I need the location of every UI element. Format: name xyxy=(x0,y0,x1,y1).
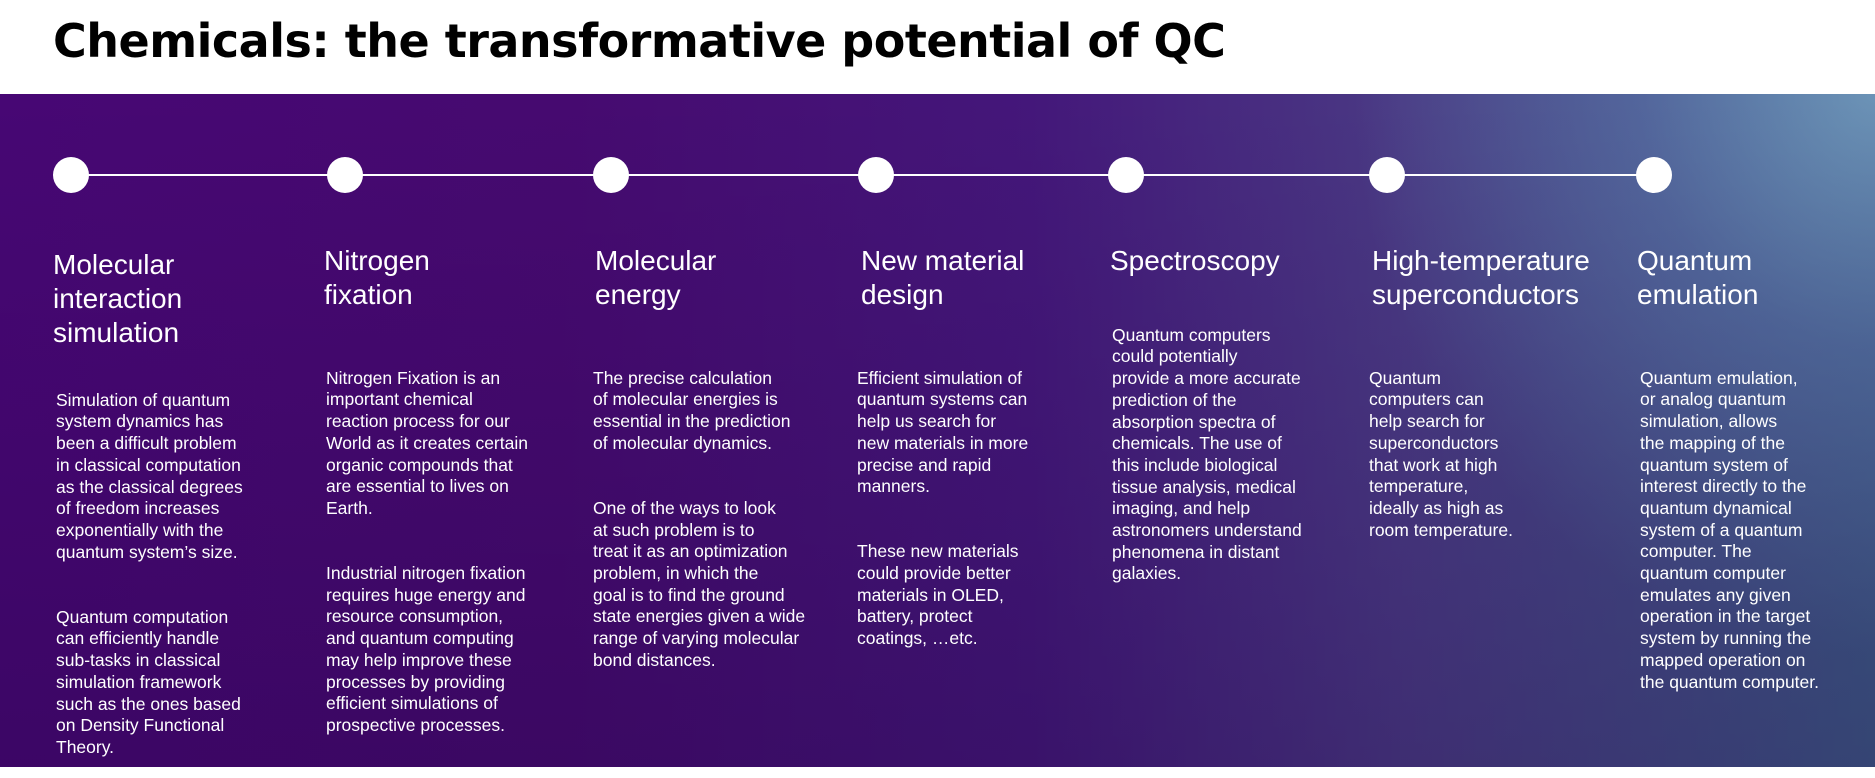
column-description-new-material-design: Efficient simulation of quantum systems … xyxy=(857,346,1028,672)
timeline-dot xyxy=(1636,157,1672,193)
timeline-dot xyxy=(858,157,894,193)
description-paragraph: Quantum emulation, or analog quantum sim… xyxy=(1640,367,1819,692)
description-paragraph: Industrial nitrogen fixation requires hu… xyxy=(326,563,526,735)
timeline-banner: Molecular interaction simulation Simulat… xyxy=(0,94,1875,767)
column-heading-molecular-energy: Molecular energy xyxy=(595,245,717,310)
timeline-dot xyxy=(593,157,629,193)
description-paragraph: Nitrogen Fixation is an important chemic… xyxy=(326,367,528,518)
description-paragraph: The precise calculation of molecular ene… xyxy=(593,367,791,453)
column-heading-nitrogen-fixation: Nitrogen fixation xyxy=(324,245,430,310)
description-paragraph: These new materials could provide better… xyxy=(857,541,1019,649)
page-title: Chemicals: the transformative potential … xyxy=(53,14,1226,68)
timeline-dot xyxy=(327,157,363,193)
timeline-dot xyxy=(53,157,89,193)
column-description-molecular-interaction-simulation: Simulation of quantum system dynamics ha… xyxy=(56,368,243,778)
column-description-nitrogen-fixation: Nitrogen Fixation is an important chemic… xyxy=(326,346,528,758)
column-description-spectroscopy: Quantum computers could potentially prov… xyxy=(1112,303,1302,607)
description-paragraph: Efficient simulation of quantum systems … xyxy=(857,367,1029,497)
timeline-dot xyxy=(1369,157,1405,193)
description-paragraph: Quantum computers could potentially prov… xyxy=(1112,324,1302,584)
column-description-quantum-emulation: Quantum emulation, or analog quantum sim… xyxy=(1640,346,1819,715)
timeline-dot xyxy=(1108,157,1144,193)
description-paragraph: Quantum computation can efficiently hand… xyxy=(56,606,241,757)
column-heading-high-temperature-superconductors: High-temperature superconductors xyxy=(1372,245,1590,310)
column-heading-new-material-design: New material design xyxy=(861,245,1025,310)
description-paragraph: One of the ways to look at such problem … xyxy=(593,497,806,670)
column-heading-spectroscopy: Spectroscopy xyxy=(1110,245,1280,276)
column-heading-molecular-interaction-simulation: Molecular interaction simulation xyxy=(53,249,183,348)
description-paragraph: Quantum computers can help search for su… xyxy=(1369,367,1513,540)
description-paragraph: Simulation of quantum system dynamics ha… xyxy=(56,389,243,562)
column-description-molecular-energy: The precise calculation of molecular ene… xyxy=(593,346,805,693)
column-description-high-temperature-superconductors: Quantum computers can help search for su… xyxy=(1369,346,1513,563)
column-heading-quantum-emulation: Quantum emulation xyxy=(1637,245,1759,310)
